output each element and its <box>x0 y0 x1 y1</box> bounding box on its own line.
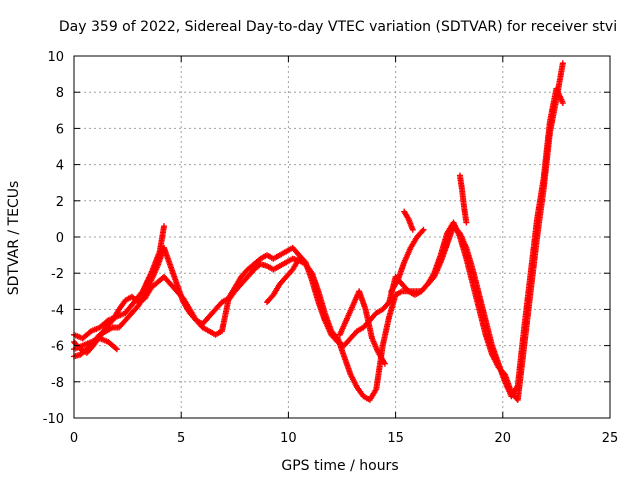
x-tick-label: 5 <box>177 431 185 446</box>
y-tick-label: 10 <box>47 50 64 65</box>
axis-tick-labels: 0 5 10 15 20 25 -10 -8 -6 -4 -2 0 2 4 6 8 10 <box>43 50 619 446</box>
data-point-segment-afternoon <box>381 360 388 367</box>
data-point-track-b <box>559 100 566 107</box>
y-tick-label: -10 <box>43 412 64 427</box>
data-point-segment-late <box>419 227 426 234</box>
y-tick-label: 4 <box>56 159 64 174</box>
axis-ticks <box>73 55 611 419</box>
x-tick-label: 25 <box>602 431 619 446</box>
chart-title: Day 359 of 2022, Sidereal Day-to-day VTE… <box>59 19 617 35</box>
x-tick-label: 0 <box>70 431 78 446</box>
data-point-segment-spike-b <box>463 219 470 226</box>
x-axis-label: GPS time / hours <box>281 458 398 474</box>
y-tick-label: 8 <box>56 86 64 101</box>
data-point-segment-spike-a <box>409 226 416 233</box>
data-point-segment-early <box>161 223 168 230</box>
data-point-segment-early-low <box>112 345 119 352</box>
data-point-track-a <box>559 60 566 67</box>
y-tick-label: -6 <box>51 340 64 355</box>
grid <box>74 56 610 418</box>
data-point-segment-late <box>420 226 427 233</box>
x-tick-label: 10 <box>280 431 297 446</box>
y-tick-label: -4 <box>51 303 64 318</box>
y-tick-label: 2 <box>56 195 64 210</box>
y-tick-label: -8 <box>51 376 64 391</box>
x-tick-label: 15 <box>387 431 404 446</box>
data-point-segment-midday <box>296 255 303 262</box>
y-tick-label: 6 <box>56 122 64 137</box>
y-tick-label: 0 <box>56 231 64 246</box>
data-points <box>71 60 566 403</box>
y-axis-label: SDTVAR / TECUs <box>6 181 22 296</box>
x-tick-label: 20 <box>495 431 512 446</box>
y-tick-label: -2 <box>51 267 64 282</box>
data-point-segment-early-low <box>113 346 120 353</box>
